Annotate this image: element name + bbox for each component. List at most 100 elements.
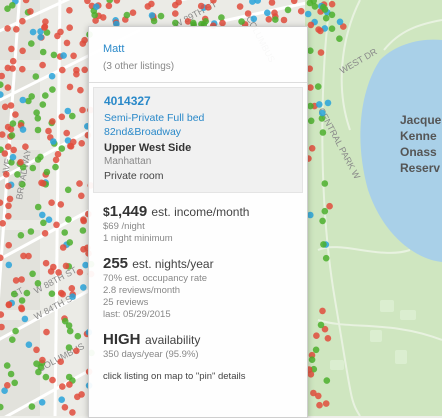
listing-marker[interactable] [12,26,20,33]
listing-marker[interactable] [50,51,58,59]
listing-marker[interactable] [244,10,252,17]
listing-marker[interactable] [43,168,51,176]
listing-marker[interactable] [4,25,11,32]
listing-marker[interactable] [61,404,69,411]
listing-marker[interactable] [0,81,4,88]
listing-marker[interactable] [25,97,32,105]
listing-marker[interactable] [79,106,86,114]
listing-marker[interactable] [42,92,49,99]
listing-marker[interactable] [34,156,42,163]
listing-marker[interactable] [268,0,276,6]
listing-marker[interactable] [41,24,48,31]
listing-marker[interactable] [324,335,332,342]
listing-marker[interactable] [307,211,314,219]
listing-marker[interactable] [8,132,16,139]
listing-marker[interactable] [307,84,314,91]
listing-marker[interactable] [74,393,81,401]
listing-marker[interactable] [42,18,49,26]
listing-marker[interactable] [63,129,70,137]
listing-marker[interactable] [32,73,40,80]
listing-marker[interactable] [66,83,74,91]
listing-marker[interactable] [328,25,336,32]
listing-marker[interactable] [61,229,68,236]
listing-marker[interactable] [316,401,323,409]
listing-marker[interactable] [320,241,327,248]
listing-marker[interactable] [81,66,88,74]
listing-marker[interactable] [340,23,347,30]
listing-marker[interactable] [14,171,21,178]
listing-marker[interactable] [18,297,26,304]
listing-marker[interactable] [53,221,60,229]
listing-marker[interactable] [8,45,15,53]
listing-marker[interactable] [57,201,65,208]
listing-marker[interactable] [12,277,20,284]
listing-marker[interactable] [84,0,91,5]
listing-marker[interactable] [69,293,76,301]
listing-marker[interactable] [9,336,16,344]
listing-marker[interactable] [41,230,49,237]
listing-marker[interactable] [59,66,66,74]
listing-marker[interactable] [210,0,217,4]
listing-marker[interactable] [326,202,333,210]
listing-marker[interactable] [62,262,70,270]
listing-marker[interactable] [45,127,52,135]
listing-marker[interactable] [65,344,73,351]
listing-marker[interactable] [58,289,65,297]
listing-marker[interactable] [58,145,66,152]
listing-marker[interactable] [49,376,56,384]
listing-marker[interactable] [19,47,26,55]
listing-marker[interactable] [123,11,131,19]
listing-marker[interactable] [19,17,26,25]
listing-marker[interactable] [5,261,13,269]
listing-marker[interactable] [28,403,36,410]
listing-marker[interactable] [249,0,256,5]
listing-marker[interactable] [12,327,19,335]
listing-marker[interactable] [39,356,46,364]
listing-marker[interactable] [328,11,336,19]
listing-marker[interactable] [70,52,77,60]
listing-marker[interactable] [42,373,50,381]
listing-marker[interactable] [65,322,73,329]
listing-marker[interactable] [318,115,326,122]
listing-marker[interactable] [129,9,137,16]
listing-marker[interactable] [42,259,50,267]
listing-marker[interactable] [311,3,319,10]
listing-marker[interactable] [59,244,67,251]
listing-marker[interactable] [328,0,336,8]
listing-marker[interactable] [5,212,12,220]
listing-marker[interactable] [0,72,5,80]
listing-marker[interactable] [317,321,325,329]
listing-marker[interactable] [307,47,314,54]
listing-marker[interactable] [29,270,36,278]
listing-marker[interactable] [308,145,316,152]
listing-marker[interactable] [17,232,25,239]
listing-marker[interactable] [157,12,165,20]
listing-marker[interactable] [20,252,27,260]
listing-marker[interactable] [319,307,326,315]
listing-marker[interactable] [69,409,76,416]
listing-marker[interactable] [29,164,37,172]
host-name-link[interactable]: Matt [103,43,125,55]
listing-marker[interactable] [5,301,13,308]
listing-marker[interactable] [19,126,27,133]
listing-marker[interactable] [4,5,11,12]
listing-marker[interactable] [22,143,29,150]
listing-marker[interactable] [49,86,56,93]
listing-marker[interactable] [64,137,72,144]
listing-marker[interactable] [7,370,15,378]
listing-marker[interactable] [307,117,315,125]
listing-marker[interactable] [321,180,329,187]
listing-marker[interactable] [280,16,288,24]
listing-marker[interactable] [236,3,244,10]
listing-marker[interactable] [8,159,15,166]
listing-marker[interactable] [336,18,344,26]
listing-marker[interactable] [33,360,40,368]
listing-marker[interactable] [198,20,205,28]
listing-marker[interactable] [218,14,225,21]
listing-marker[interactable] [172,10,179,17]
listing-marker[interactable] [33,346,40,354]
listing-marker[interactable] [39,61,46,69]
listing-marker[interactable] [307,102,314,110]
listing-marker[interactable] [1,387,8,395]
listing-marker[interactable] [29,28,37,36]
